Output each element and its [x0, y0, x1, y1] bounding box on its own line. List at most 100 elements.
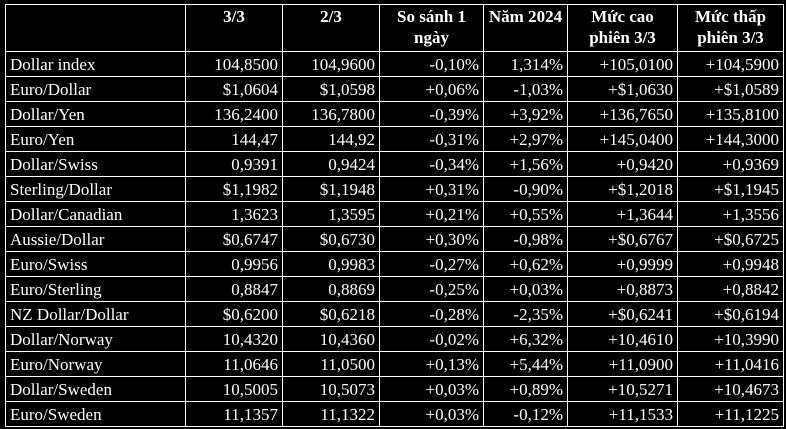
table-row: Dollar/Sweden 10,5005 10,5073 +0,03% +0,89% +…: [5, 376, 784, 402]
rate-today-cell: $1,0604: [185, 76, 283, 102]
table-body: Dollar index 104,8500 104,9600 -0,10% 1,314%…: [5, 51, 784, 427]
rate-today-cell: 11,1357: [185, 401, 283, 427]
currency-pair-cell: Dollar/Swiss: [5, 151, 186, 177]
session-low-cell: +11,1225: [677, 401, 784, 427]
day-change-cell: -0,25%: [379, 276, 484, 302]
session-low-cell: +135,8100: [677, 101, 784, 127]
header-cell-ytd-change: Năm 2024: [483, 4, 568, 52]
ytd-change-cell: -0,12%: [483, 401, 568, 427]
rate-today-cell: 1,3623: [185, 201, 283, 227]
day-change-cell: +0,06%: [379, 76, 484, 102]
currency-pair-cell: Dollar/Canadian: [5, 201, 186, 227]
table-row: Euro/Norway 11,0646 11,0500 +0,13% +5,44% +11…: [5, 351, 784, 377]
ytd-change-cell: -1,03%: [483, 76, 568, 102]
ytd-change-cell: +2,97%: [483, 126, 568, 152]
day-change-cell: +0,03%: [379, 401, 484, 427]
header-cell-session-high: Mức cao phiên 3/3: [567, 4, 678, 52]
day-change-cell: +0,30%: [379, 226, 484, 252]
ytd-change-cell: -0,90%: [483, 176, 568, 202]
day-change-cell: -0,27%: [379, 251, 484, 277]
ytd-change-cell: -2,35%: [483, 301, 568, 327]
ytd-change-cell: -0,98%: [483, 226, 568, 252]
session-high-cell: +11,1533: [567, 401, 678, 427]
day-change-cell: -0,28%: [379, 301, 484, 327]
rate-previous-cell: 1,3595: [282, 201, 380, 227]
header-cell-session-low: Mức thấp phiên 3/3: [677, 4, 784, 52]
table-row: Euro/Yen 144,47 144,92 -0,31% +2,97% +145,040…: [5, 126, 784, 152]
day-change-cell: -0,02%: [379, 326, 484, 352]
ytd-change-cell: +5,44%: [483, 351, 568, 377]
rate-previous-cell: 136,7800: [282, 101, 380, 127]
header-cell-today: 3/3: [185, 4, 283, 52]
header-cell-pair: [5, 4, 186, 52]
session-low-cell: +$0,6194: [677, 301, 784, 327]
table-row: Dollar/Yen 136,2400 136,7800 -0,39% +3,92% +1…: [5, 101, 784, 127]
currency-pair-cell: Euro/Yen: [5, 126, 186, 152]
exchange-rate-table: 3/3 2/3 So sánh 1 ngày Năm 2024 Mức cao …: [5, 4, 784, 427]
currency-pair-cell: Dollar/Sweden: [5, 376, 186, 402]
session-high-cell: +10,4610: [567, 326, 678, 352]
session-high-cell: +105,0100: [567, 51, 678, 77]
rate-previous-cell: 11,1322: [282, 401, 380, 427]
currency-pair-cell: Euro/Swiss: [5, 251, 186, 277]
session-low-cell: +1,3556: [677, 201, 784, 227]
currency-pair-cell: Euro/Norway: [5, 351, 186, 377]
session-low-cell: +11,0416: [677, 351, 784, 377]
table-row: Euro/Sweden 11,1357 11,1322 +0,03% -0,12% +11…: [5, 401, 784, 427]
session-high-cell: +$0,6767: [567, 226, 678, 252]
rate-today-cell: $0,6747: [185, 226, 283, 252]
rate-today-cell: 0,9391: [185, 151, 283, 177]
ytd-change-cell: +0,03%: [483, 276, 568, 302]
table-row: Sterling/Dollar $1,1982 $1,1948 +0,31% -0,90…: [5, 176, 784, 202]
session-low-cell: +$1,1945: [677, 176, 784, 202]
session-low-cell: +$0,6725: [677, 226, 784, 252]
session-high-cell: +$0,6241: [567, 301, 678, 327]
day-change-cell: -0,31%: [379, 126, 484, 152]
rate-today-cell: 0,8847: [185, 276, 283, 302]
currency-pair-cell: Dollar index: [5, 51, 186, 77]
rate-previous-cell: $0,6218: [282, 301, 380, 327]
ytd-change-cell: +3,92%: [483, 101, 568, 127]
session-low-cell: +144,3000: [677, 126, 784, 152]
rate-today-cell: 11,0646: [185, 351, 283, 377]
session-low-cell: +10,4673: [677, 376, 784, 402]
rate-today-cell: 104,8500: [185, 51, 283, 77]
rate-today-cell: 0,9956: [185, 251, 283, 277]
rate-today-cell: 136,2400: [185, 101, 283, 127]
ytd-change-cell: +0,55%: [483, 201, 568, 227]
session-low-cell: +$1,0589: [677, 76, 784, 102]
rate-today-cell: 144,47: [185, 126, 283, 152]
currency-pair-cell: NZ Dollar/Dollar: [5, 301, 186, 327]
session-high-cell: +$1,2018: [567, 176, 678, 202]
table-row: NZ Dollar/Dollar $0,6200 $0,6218 -0,28% -2,3…: [5, 301, 784, 327]
session-high-cell: +136,7650: [567, 101, 678, 127]
session-low-cell: +104,5900: [677, 51, 784, 77]
header-cell-day-change: So sánh 1 ngày: [379, 4, 484, 52]
currency-pair-cell: Sterling/Dollar: [5, 176, 186, 202]
day-change-cell: +0,21%: [379, 201, 484, 227]
rate-today-cell: 10,5005: [185, 376, 283, 402]
session-high-cell: +0,9999: [567, 251, 678, 277]
rate-today-cell: 10,4320: [185, 326, 283, 352]
rate-previous-cell: 104,9600: [282, 51, 380, 77]
rate-previous-cell: $1,1948: [282, 176, 380, 202]
rate-previous-cell: $1,0598: [282, 76, 380, 102]
rate-previous-cell: 0,9424: [282, 151, 380, 177]
header-cell-previous-day: 2/3: [282, 4, 380, 52]
table-row: Aussie/Dollar $0,6747 $0,6730 +0,30% -0,98% +…: [5, 226, 784, 252]
currency-pair-cell: Euro/Dollar: [5, 76, 186, 102]
ytd-change-cell: 1,314%: [483, 51, 568, 77]
rate-today-cell: $0,6200: [185, 301, 283, 327]
table-header: 3/3 2/3 So sánh 1 ngày Năm 2024 Mức cao …: [5, 4, 784, 52]
table-row: Dollar index 104,8500 104,9600 -0,10% 1,314%…: [5, 51, 784, 77]
day-change-cell: -0,34%: [379, 151, 484, 177]
table-row: Euro/Dollar $1,0604 $1,0598 +0,06% -1,03% +$1…: [5, 76, 784, 102]
session-high-cell: +0,9420: [567, 151, 678, 177]
session-high-cell: +1,3644: [567, 201, 678, 227]
header-row: 3/3 2/3 So sánh 1 ngày Năm 2024 Mức cao …: [5, 4, 784, 52]
rate-previous-cell: $0,6730: [282, 226, 380, 252]
currency-pair-cell: Euro/Sterling: [5, 276, 186, 302]
session-high-cell: +145,0400: [567, 126, 678, 152]
rate-previous-cell: 0,9983: [282, 251, 380, 277]
table-row: Dollar/Swiss 0,9391 0,9424 -0,34% +1,56% +0,9…: [5, 151, 784, 177]
